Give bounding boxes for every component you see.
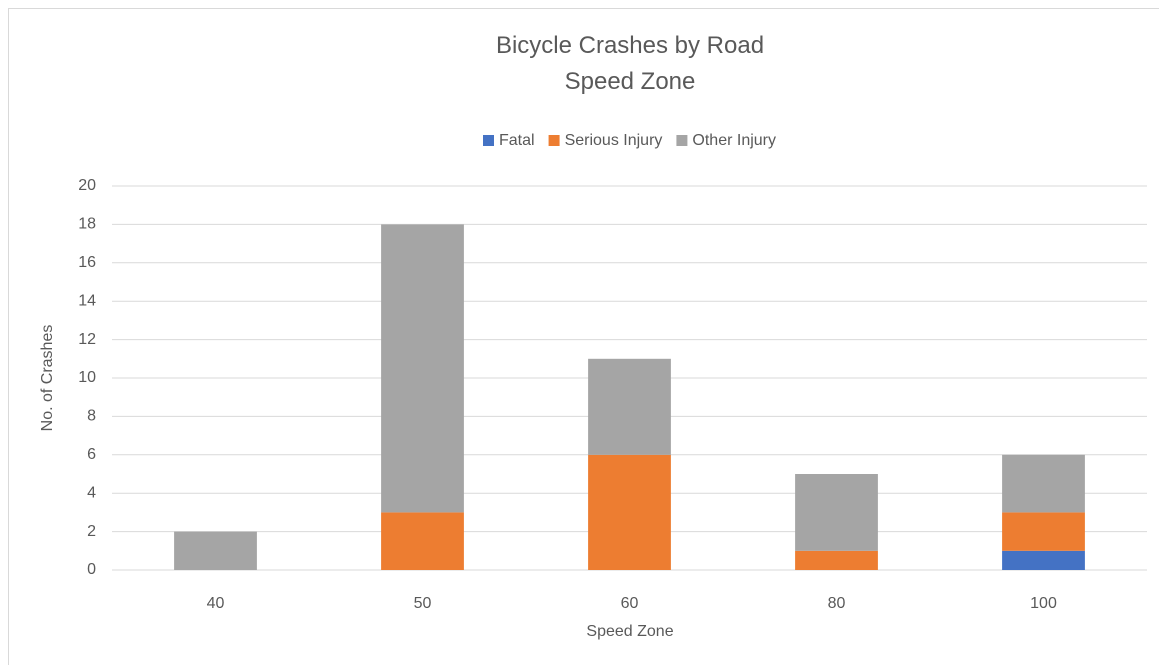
y-tick-label: 20 <box>78 177 96 194</box>
y-tick-label: 8 <box>87 408 96 425</box>
chart-frame <box>8 8 1159 665</box>
bar-segment <box>795 474 878 551</box>
legend-swatch <box>548 135 560 146</box>
x-tick-label: 80 <box>828 595 846 612</box>
y-tick-label: 10 <box>78 369 96 386</box>
y-tick-label: 6 <box>87 446 96 463</box>
y-tick-label: 4 <box>87 484 96 501</box>
y-tick-label: 12 <box>78 331 96 348</box>
x-tick-label: 100 <box>1030 595 1057 612</box>
y-tick-label: 18 <box>78 216 96 233</box>
bar-segment <box>381 512 464 570</box>
bar-segment <box>1002 454 1085 513</box>
x-tick-label: 50 <box>414 595 432 612</box>
bar-segment <box>381 224 464 513</box>
bar-segment <box>1002 512 1085 551</box>
bar-segment <box>588 358 671 455</box>
y-tick-label: 14 <box>78 292 96 309</box>
legend-swatch <box>676 135 688 146</box>
bar-segment <box>588 454 671 570</box>
y-tick-label: 0 <box>87 561 96 578</box>
chart-title: Bicycle Crashes by Road Speed Zone <box>495 32 765 95</box>
y-axis-label: No. of Crashes <box>39 325 56 432</box>
x-tick-label: 40 <box>207 595 225 612</box>
legend-label: Serious Injury <box>565 132 663 149</box>
bar-segment <box>795 550 878 570</box>
bar-segment <box>1002 550 1085 570</box>
bar-segment <box>174 531 257 570</box>
x-tick-label: 60 <box>621 595 639 612</box>
legend-swatch <box>483 135 494 146</box>
legend-label: Fatal <box>499 132 535 149</box>
y-tick-label: 16 <box>78 254 96 271</box>
legend-label: Other Injury <box>692 132 776 149</box>
x-axis-label: Speed Zone <box>586 623 673 640</box>
y-tick-label: 2 <box>87 523 96 540</box>
